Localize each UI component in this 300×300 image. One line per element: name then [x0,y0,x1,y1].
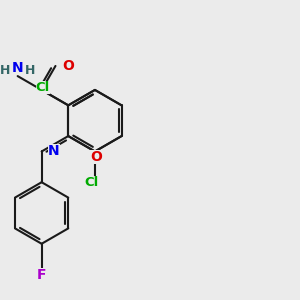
Text: H: H [0,64,10,77]
Text: N: N [12,61,23,75]
Text: F: F [37,268,46,282]
Text: Cl: Cl [85,176,99,189]
Text: Cl: Cl [36,81,50,94]
Text: O: O [90,150,102,164]
Text: H: H [25,64,35,77]
Text: O: O [62,59,74,73]
Text: N: N [48,145,60,158]
